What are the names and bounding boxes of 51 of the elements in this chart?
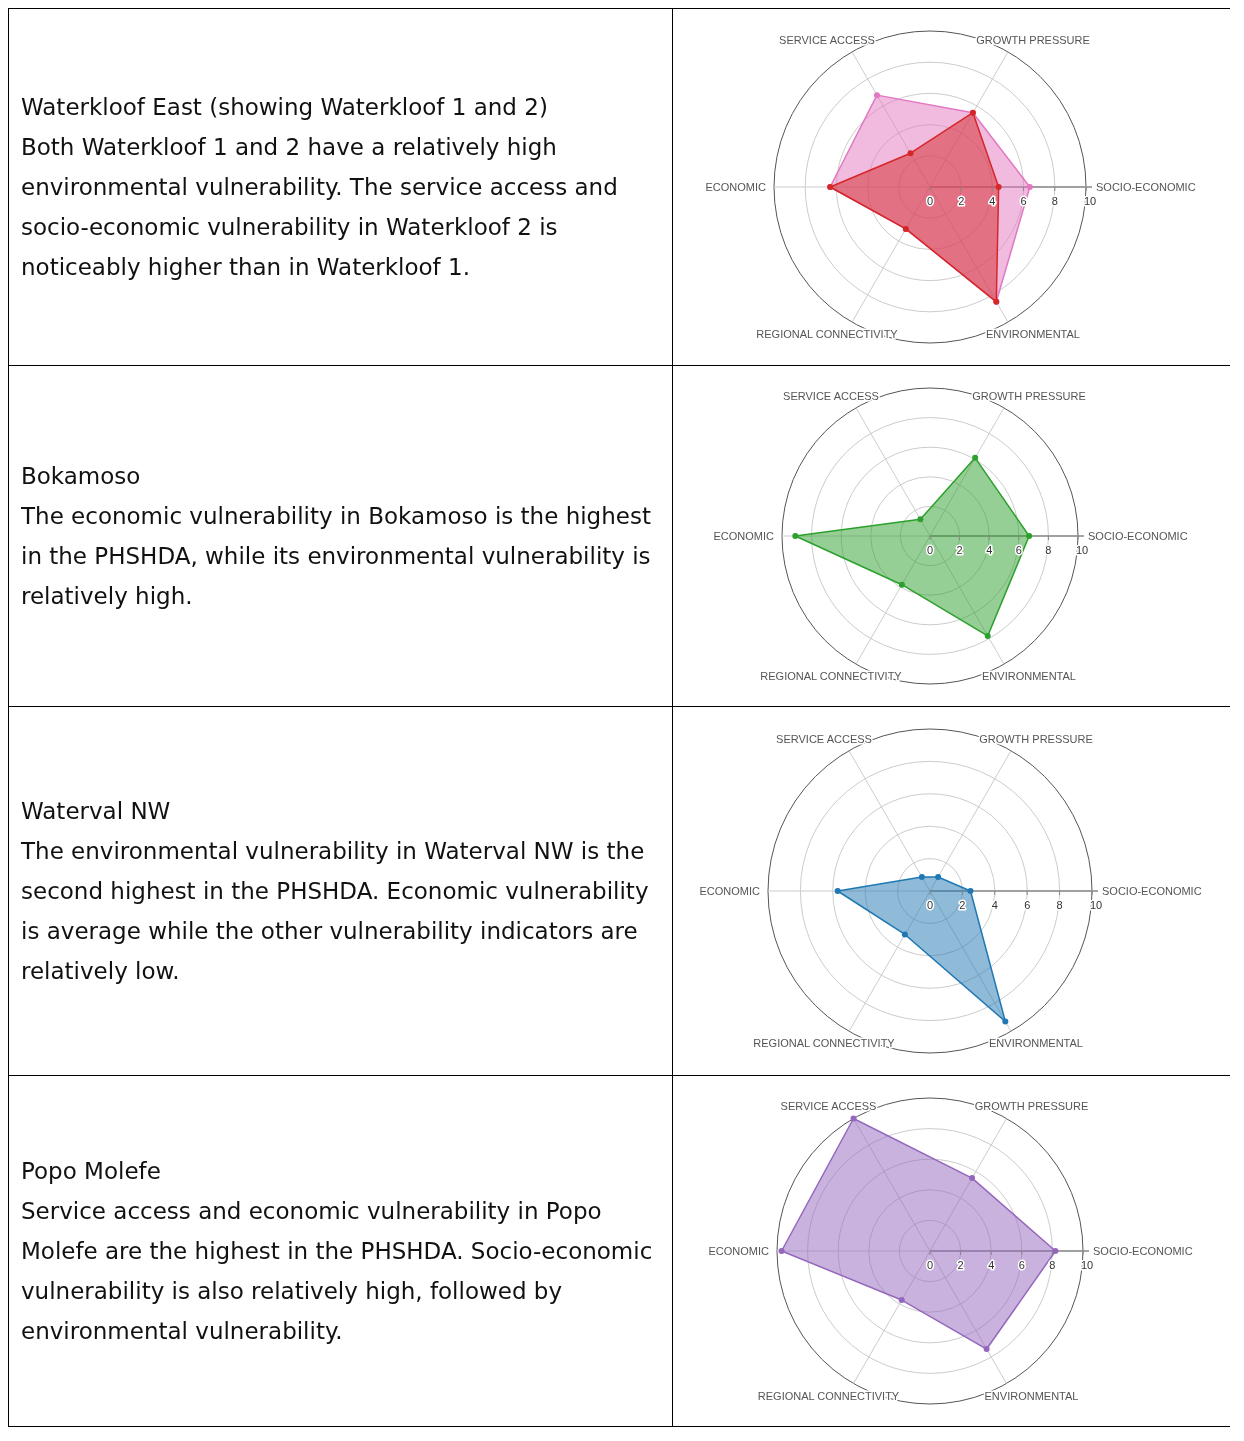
spoke-label: ECONOMIC (713, 530, 775, 542)
spoke-label: GROWTH PRESSURE (976, 33, 1090, 46)
y-tick-label: 2 (956, 544, 963, 556)
y-tick-label: 2 (959, 899, 966, 911)
y-tick-label: 6 (1024, 899, 1031, 911)
text: Waterval NW (21, 797, 172, 826)
y-tick-label: 0 (926, 195, 934, 207)
spoke-label: SERVICE ACCESS (779, 33, 875, 46)
spoke-label: ECONOMIC (708, 1245, 770, 1257)
spoke-label: SOCIO-ECONOMIC (1088, 530, 1188, 542)
text: Both Waterkloof 1 and 2 have a relatively high environmental vulnerability. The service access and socio-economic vulnerability in Waterkloof 2 is noticeably higher than in Waterkloof 1. (21, 133, 619, 282)
spoke-label: GROWTH PRESSURE (974, 1100, 1089, 1113)
y-tick-label: 6 (1020, 195, 1027, 207)
y-tick-label: 2 (957, 1259, 964, 1271)
spoke-label: ENVIRONMENTAL (982, 670, 1076, 683)
text: The environmental vulnerability in Waterval NW is the second highest in the PHSHDA. Economic vulnerability is average while the other vulnerability indicators are relatively low. (21, 837, 650, 986)
y-tick-label: 10 (1089, 899, 1103, 911)
spoke-label: ECONOMIC (699, 885, 761, 897)
y-tick-label: 6 (1015, 544, 1022, 556)
y-tick-label: 8 (1056, 899, 1063, 911)
text: Popo Molefe (21, 1157, 162, 1186)
text: Bokamoso (21, 462, 142, 491)
spoke-label: ENVIRONMENTAL (986, 328, 1080, 341)
y-tick-label: 10 (1080, 1259, 1094, 1271)
y-tick-label: 2 (958, 195, 965, 207)
y-tick-label: 4 (988, 1259, 995, 1271)
y-tick-label: 6 (1018, 1259, 1025, 1271)
y-tick-label: 4 (991, 899, 998, 911)
y-tick-label: 4 (989, 195, 996, 207)
y-tick-label: 10 (1083, 195, 1097, 207)
spoke-label: ENVIRONMENTAL (984, 1389, 1079, 1402)
text: The economic vulnerability in Bokamoso is the highest in the PHSHDA, while its environmental vulnerability is relatively high. (21, 502, 652, 611)
y-tick-label: 10 (1075, 544, 1089, 556)
y-tick-label: 0 (926, 1259, 934, 1271)
spoke-label: SOCIO-ECONOMIC (1093, 1245, 1193, 1257)
y-tick-label: 8 (1045, 544, 1052, 556)
y-tick-label: 8 (1051, 195, 1058, 207)
spoke-label: SERVICE ACCESS (783, 389, 879, 402)
spoke-label: SOCIO-ECONOMIC (1096, 181, 1196, 193)
y-tick-label: 0 (926, 544, 934, 556)
y-tick-label: 0 (926, 899, 934, 911)
y-tick-label: 8 (1049, 1259, 1056, 1271)
spoke-label: ENVIRONMENTAL (989, 1037, 1083, 1050)
text: Service access and economic vulnerability in Popo Molefe are the highest in the PHSHDA. Socio-economic vulnerability is also relatively high, followed by environmental vulnerability. (21, 1197, 654, 1346)
spoke-label: SERVICE ACCESS (780, 1100, 877, 1113)
text: Waterkloof East (showing Waterkloof 1 and 2) (21, 93, 549, 122)
spoke-label: SERVICE ACCESS (776, 732, 872, 745)
spoke-label: SOCIO-ECONOMIC (1102, 885, 1202, 897)
y-tick-label: 4 (986, 544, 993, 556)
spoke-label: GROWTH PRESSURE (972, 389, 1086, 402)
spoke-label: ECONOMIC (705, 181, 767, 193)
